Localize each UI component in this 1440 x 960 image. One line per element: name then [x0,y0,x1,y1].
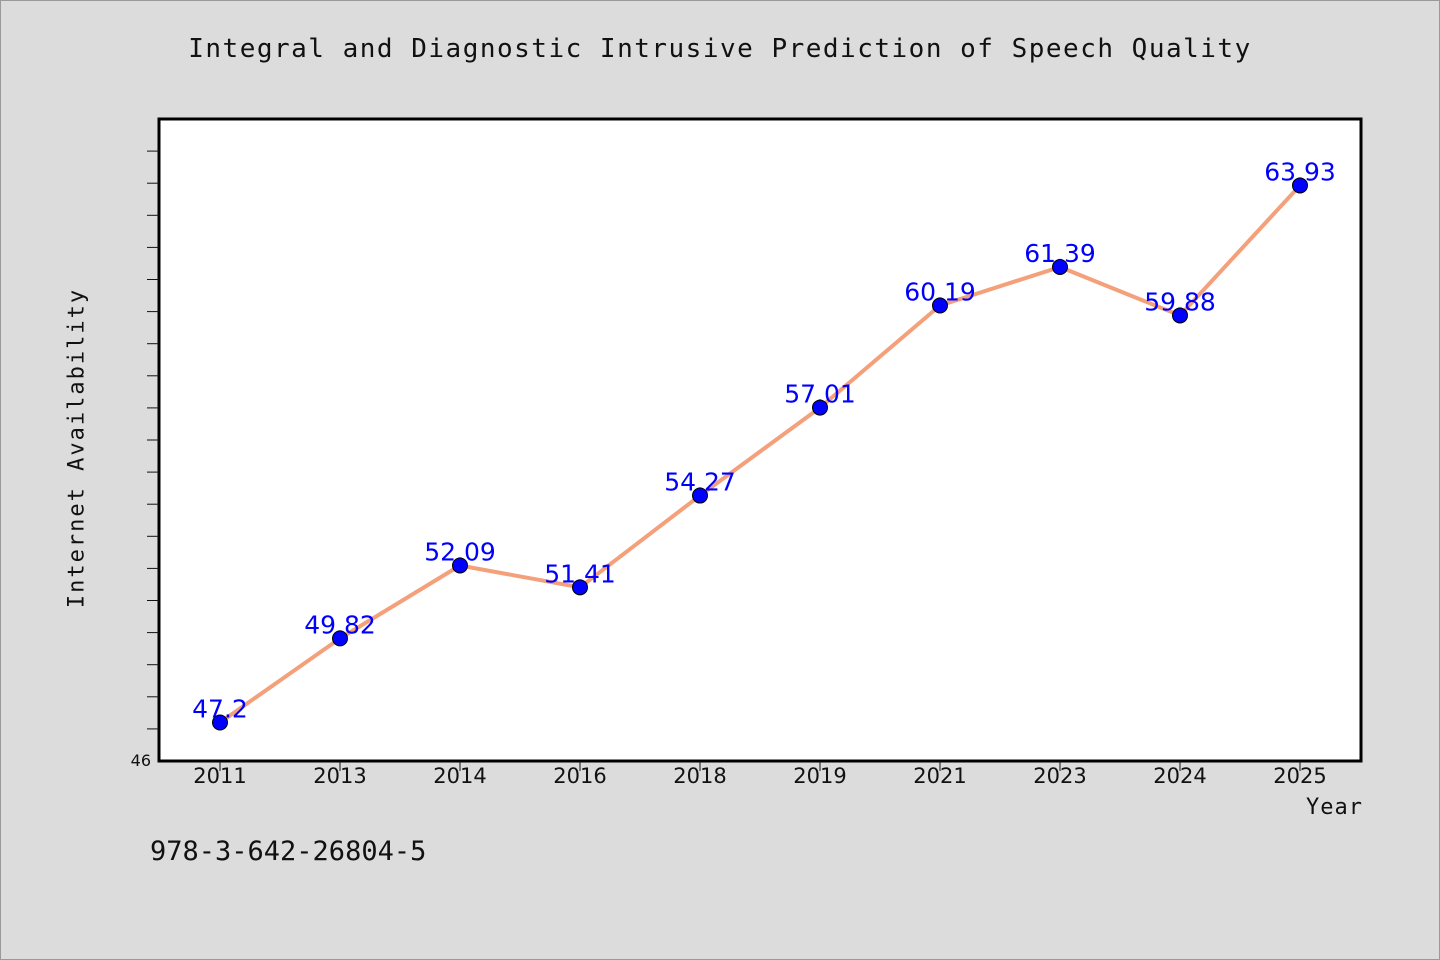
data-point [812,399,828,416]
x-tick-label: 2011 [193,764,246,788]
x-tick-label: 2019 [793,764,846,788]
data-point [332,630,348,647]
plot-area [157,117,1363,763]
data-point [452,557,468,574]
x-tick-label: 2025 [1273,764,1326,788]
data-point [692,487,708,504]
x-tick-label: 2018 [673,764,726,788]
series-line [218,183,1302,725]
x-tick-label: 2024 [1153,764,1206,788]
x-tick-label: 2014 [433,764,486,788]
data-point [1172,307,1188,324]
x-axis-label: Year [1306,795,1363,820]
y-tick-label: 46 [131,751,151,770]
data-point [1052,258,1068,275]
x-tick-label: 2013 [313,764,366,788]
x-tick-label: 2023 [1033,764,1086,788]
data-point [1292,177,1308,194]
data-point [572,579,588,596]
x-tick-label: 2021 [913,764,966,788]
x-tick-label: 2016 [553,764,606,788]
footer-id: 978-3-642-26804-5 [150,836,427,867]
chart-title: Integral and Diagnostic Intrusive Predic… [188,34,1252,64]
data-point [932,297,948,314]
data-point [212,714,228,731]
